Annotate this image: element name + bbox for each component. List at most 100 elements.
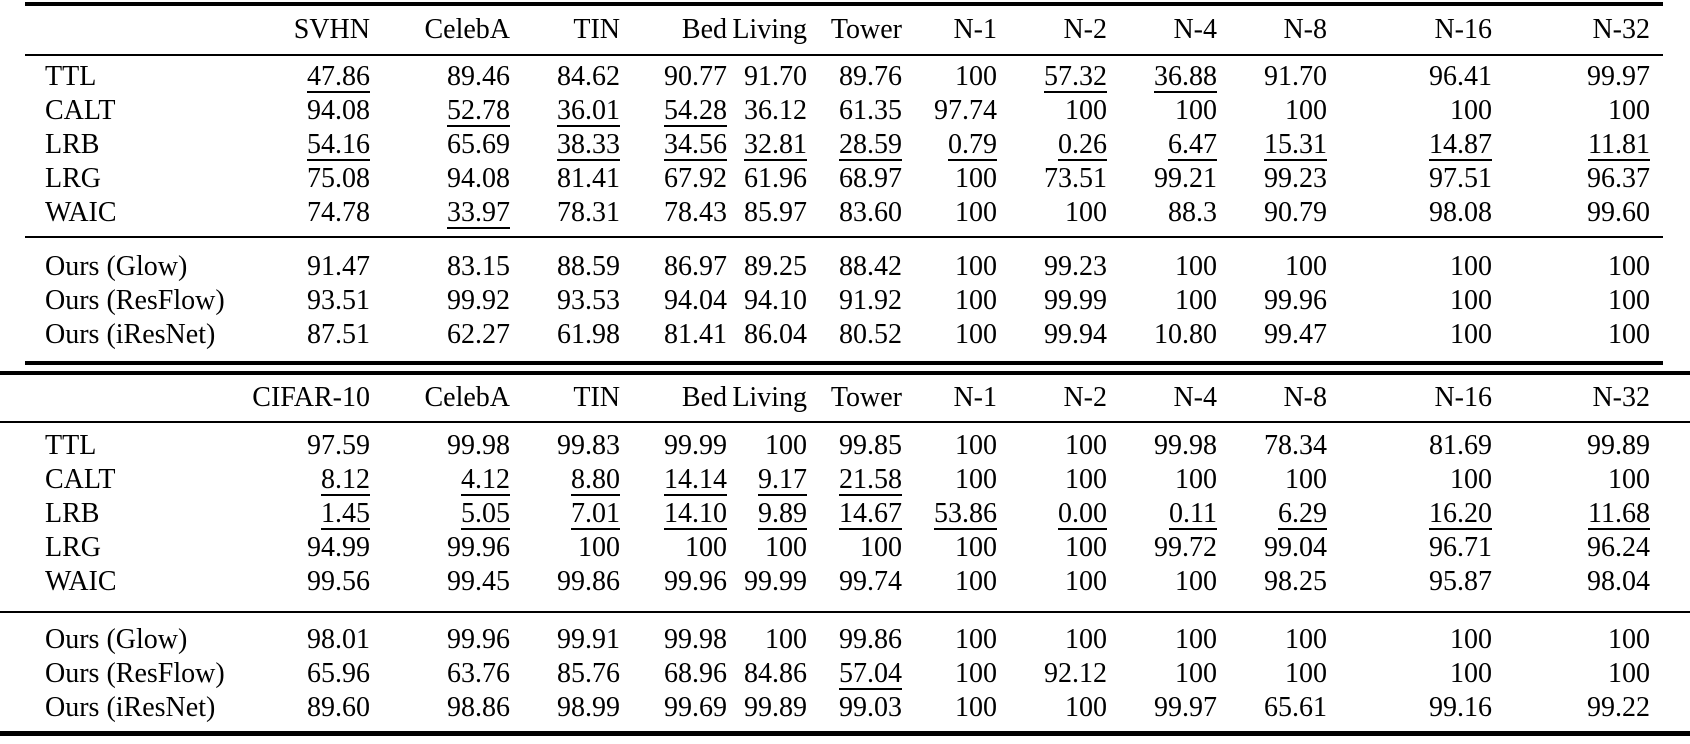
underlined-value: 14.10 [664, 498, 727, 530]
cell-value: 85.97 [744, 197, 807, 228]
cell-value: 83.60 [839, 197, 902, 228]
cell-value: 15.31 [1217, 128, 1327, 162]
cell-value: 99.98 [447, 430, 510, 461]
cell-value: 52.78 [370, 94, 510, 128]
cell-value: 28.59 [807, 128, 902, 162]
table-row: Ours (Glow) 91.47 83.15 88.59 86.97 89.25 88.4… [45, 250, 1663, 284]
cell-value: 100 [955, 319, 997, 350]
row-label: Ours (ResFlow) [45, 658, 225, 689]
column-header: N-8 [1283, 382, 1327, 413]
column-header: N-2 [1063, 382, 1107, 413]
table-row: CALT 94.08 52.78 36.01 54.28 36.12 61.35 97.74 1… [45, 94, 1663, 128]
cell-value: 99.89 [1587, 430, 1650, 461]
cell-value: 100 [955, 430, 997, 461]
cell-value: 94.08 [307, 95, 370, 126]
cell-value: 99.86 [557, 566, 620, 597]
row-label: Ours (iResNet) [45, 692, 216, 723]
cell-value: 100 [1608, 658, 1650, 689]
baseline-rows-group: TTL 97.59 99.98 99.83 99.99 100 99.85 100 100 99.… [0, 423, 1690, 611]
cell-value: 34.56 [620, 128, 727, 162]
cell-value: 99.99 [1044, 285, 1107, 316]
cell-value: 97.74 [934, 95, 997, 126]
cell-value: 99.92 [447, 285, 510, 316]
cell-value: 100 [1175, 464, 1217, 495]
cell-value: 61.96 [744, 163, 807, 194]
underlined-value: 57.32 [1044, 61, 1107, 93]
cell-value: 90.77 [664, 61, 727, 92]
underlined-value: 8.12 [321, 464, 370, 496]
table-row: Ours (ResFlow) 93.51 99.92 93.53 94.04 94.10 9… [45, 284, 1663, 318]
cell-value: 96.71 [1429, 532, 1492, 563]
cell-value: 4.12 [370, 463, 510, 497]
cell-value: 88.59 [557, 251, 620, 282]
cell-value: 100 [955, 61, 997, 92]
underlined-value: 47.86 [307, 61, 370, 93]
cell-value: 14.87 [1327, 128, 1492, 162]
table-row: WAIC 99.56 99.45 99.86 99.96 99.99 99.74 100 100… [45, 565, 1690, 599]
cell-value: 98.86 [447, 692, 510, 723]
cell-value: 84.62 [557, 61, 620, 92]
column-header: N-1 [953, 382, 997, 413]
underlined-value: 0.26 [1058, 129, 1107, 161]
underlined-value: 0.79 [948, 129, 997, 161]
table-row: LRB 54.16 65.69 38.33 34.56 32.81 28.59 0.79 0.2… [45, 128, 1663, 162]
cell-value: 100 [1065, 624, 1107, 655]
cell-value: 99.22 [1587, 692, 1650, 723]
cell-value: 14.10 [620, 497, 727, 531]
column-header: TIN [573, 14, 620, 45]
cell-value: 36.01 [510, 94, 620, 128]
cell-value: 78.43 [664, 197, 727, 228]
underlined-value: 53.86 [934, 498, 997, 530]
cell-value: 38.33 [510, 128, 620, 162]
cell-value: 65.69 [447, 129, 510, 160]
cell-value: 100 [1175, 566, 1217, 597]
underlined-value: 32.81 [744, 129, 807, 161]
row-label: WAIC [45, 566, 117, 597]
cell-value: 32.81 [727, 128, 807, 162]
row-label: LRB [45, 129, 100, 160]
cell-value: 88.3 [1168, 197, 1217, 228]
cell-value: 98.04 [1587, 566, 1650, 597]
cell-value: 99.03 [839, 692, 902, 723]
cell-value: 99.98 [664, 624, 727, 655]
cell-value: 98.01 [307, 624, 370, 655]
cell-value: 99.45 [447, 566, 510, 597]
row-label: LRB [45, 498, 100, 529]
cell-value: 99.16 [1429, 692, 1492, 723]
column-header: N-4 [1173, 382, 1217, 413]
underlined-value: 9.17 [758, 464, 807, 496]
table-row: Ours (iResNet) 89.60 98.86 98.99 99.69 99.89 9… [45, 691, 1690, 725]
cell-value: 100 [1065, 532, 1107, 563]
cell-value: 89.76 [839, 61, 902, 92]
table-header-row: CIFAR-10 CelebA TIN Bed Living Tower N-1 N-2 N-4… [0, 375, 1690, 421]
cell-value: 86.97 [664, 251, 727, 282]
underlined-value: 6.29 [1278, 498, 1327, 530]
cell-value: 47.86 [245, 60, 370, 94]
underlined-value: 36.01 [557, 95, 620, 127]
cell-value: 78.31 [557, 197, 620, 228]
cell-value: 99.89 [744, 692, 807, 723]
cell-value: 99.83 [557, 430, 620, 461]
cell-value: 9.17 [727, 463, 807, 497]
cell-value: 99.96 [447, 532, 510, 563]
cell-value: 68.97 [839, 163, 902, 194]
cell-value: 100 [1285, 464, 1327, 495]
cell-value: 80.52 [839, 319, 902, 350]
column-header: N-32 [1592, 382, 1650, 413]
cell-value: 100 [1065, 197, 1107, 228]
underlined-value: 11.68 [1588, 498, 1650, 530]
cell-value: 100 [955, 197, 997, 228]
underlined-value: 16.20 [1429, 498, 1492, 530]
ours-rows-group: Ours (Glow) 91.47 83.15 88.59 86.97 89.25 88.4… [25, 238, 1663, 361]
cell-value: 81.69 [1429, 430, 1492, 461]
cell-value: 9.89 [727, 497, 807, 531]
cell-value: 100 [1450, 658, 1492, 689]
cell-value: 99.23 [1044, 251, 1107, 282]
column-header: TIN [573, 382, 620, 413]
results-table-bottom: CIFAR-10 CelebA TIN Bed Living Tower N-1 N-2 N-4… [0, 371, 1690, 736]
cell-value: 100 [1608, 285, 1650, 316]
cell-value: 7.01 [510, 497, 620, 531]
underlined-value: 52.78 [447, 95, 510, 127]
cell-value: 36.12 [744, 95, 807, 126]
